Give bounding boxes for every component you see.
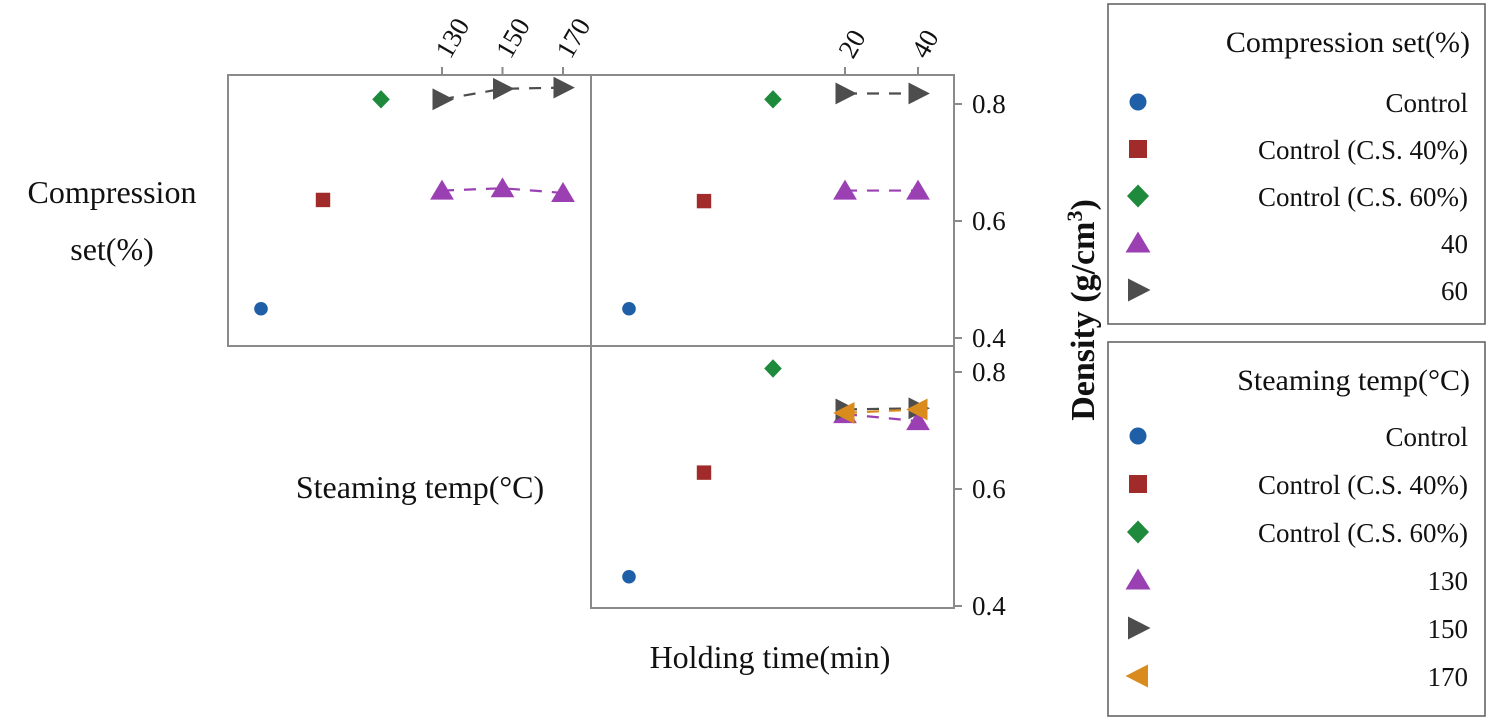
y-axis-title-superscript: 3	[1062, 211, 1087, 222]
legend-marker-control-c-s-60	[1127, 520, 1149, 544]
panel-frame-cs-vs-time	[590, 74, 955, 347]
y-tick-label-top: 0.8	[972, 89, 1006, 119]
legend-label-control: Control	[1385, 422, 1468, 452]
y-tick-label-bottom: 0.6	[972, 474, 1006, 504]
legend-marker-170	[1125, 664, 1148, 688]
legend-marker-control	[1129, 427, 1147, 445]
legend-label-150: 150	[1428, 614, 1469, 644]
legend-label-60: 60	[1441, 276, 1468, 306]
point-cs-vs-temp-series-40	[551, 181, 575, 202]
y-axis-title-main: Density (g/cm	[1065, 222, 1102, 421]
panel-frame-cs-vs-temp	[227, 74, 592, 347]
legend-marker-control-c-s-40	[1129, 475, 1147, 493]
point-temp-vs-time-series-130	[906, 410, 930, 431]
point-cs-vs-temp-series-60	[493, 77, 515, 100]
series-line-temp-vs-time-130	[844, 413, 919, 423]
point-cs-vs-temp-control-c-s-40	[315, 192, 331, 208]
point-temp-vs-time-series-170	[833, 402, 855, 424]
x-top-tick-label-temp: 130	[429, 13, 475, 63]
x-top-tick-label-time: 40	[905, 25, 944, 63]
point-cs-vs-temp-series-60	[432, 88, 454, 111]
legend-marker-control-c-s-40	[1129, 140, 1147, 158]
legend-label-control-c-s-60: Control (C.S. 60%)	[1258, 182, 1468, 212]
point-cs-vs-temp-series-40	[490, 177, 515, 198]
row-label-compression-line1: Compression	[28, 174, 197, 210]
x-top-tick-label-temp: 170	[550, 13, 596, 63]
legend-marker-60	[1128, 278, 1151, 302]
panel-frame-temp-vs-time	[590, 345, 955, 609]
legend-label-control: Control	[1385, 88, 1468, 118]
point-cs-vs-time-control-c-s-40	[696, 193, 712, 209]
legend-marker-150	[1128, 616, 1151, 640]
legend-label-control-c-s-60: Control (C.S. 60%)	[1258, 518, 1468, 548]
legend-box-steaming-temp	[1107, 341, 1486, 717]
y-tick-label-top: 0.6	[972, 206, 1006, 236]
row-label-steaming-temp: Steaming temp(°C)	[296, 469, 544, 505]
point-cs-vs-time-control	[622, 301, 636, 316]
y-tick-label-bottom: 0.8	[972, 357, 1006, 387]
x-top-tick-label-temp: 150	[490, 13, 536, 63]
x-top-tick-label-time: 20	[832, 25, 871, 63]
point-temp-vs-time-series-170	[906, 398, 928, 421]
legend-title-compression-set: Compression set(%)	[1226, 26, 1470, 59]
y-axis-title-close: )	[1065, 199, 1102, 210]
y-tick-label-top: 0.4	[972, 323, 1006, 353]
point-cs-vs-time-series-60	[908, 82, 930, 105]
point-temp-vs-time-control-c-s-60	[764, 359, 782, 378]
point-cs-vs-temp-control-c-s-60	[372, 90, 390, 109]
legend-box-compression-set	[1107, 3, 1486, 325]
point-temp-vs-time-control-c-s-40	[696, 465, 712, 480]
x-axis-title-holding-time: Holding time(min)	[650, 639, 891, 675]
point-cs-vs-time-series-40	[906, 179, 930, 200]
legend-title-steaming-temp-c: Steaming temp(°C)	[1237, 364, 1470, 397]
point-cs-vs-temp-control	[254, 301, 268, 316]
legend-marker-control-c-s-60	[1127, 184, 1149, 208]
legend-label-control-c-s-40: Control (C.S. 40%)	[1258, 135, 1468, 165]
point-cs-vs-time-series-40	[833, 179, 857, 200]
point-cs-vs-time-series-60	[835, 82, 857, 105]
point-cs-vs-temp-series-40	[430, 179, 454, 200]
legend-marker-40	[1125, 231, 1151, 253]
row-label-compression-line2: set(%)	[70, 231, 154, 267]
point-cs-vs-temp-series-60	[553, 76, 575, 99]
point-cs-vs-time-control-c-s-60	[764, 90, 782, 109]
y-tick-label-bottom: 0.4	[972, 591, 1006, 621]
legend-marker-control	[1129, 93, 1147, 111]
legend-label-170: 170	[1428, 662, 1469, 692]
legend-marker-130	[1125, 568, 1151, 590]
legend-label-control-c-s-40: Control (C.S. 40%)	[1258, 470, 1468, 500]
legend-label-130: 130	[1428, 566, 1469, 596]
y-axis-title: Density (g/cm3)	[1062, 199, 1102, 421]
point-temp-vs-time-control	[622, 569, 636, 584]
legend-label-40: 40	[1441, 229, 1468, 259]
